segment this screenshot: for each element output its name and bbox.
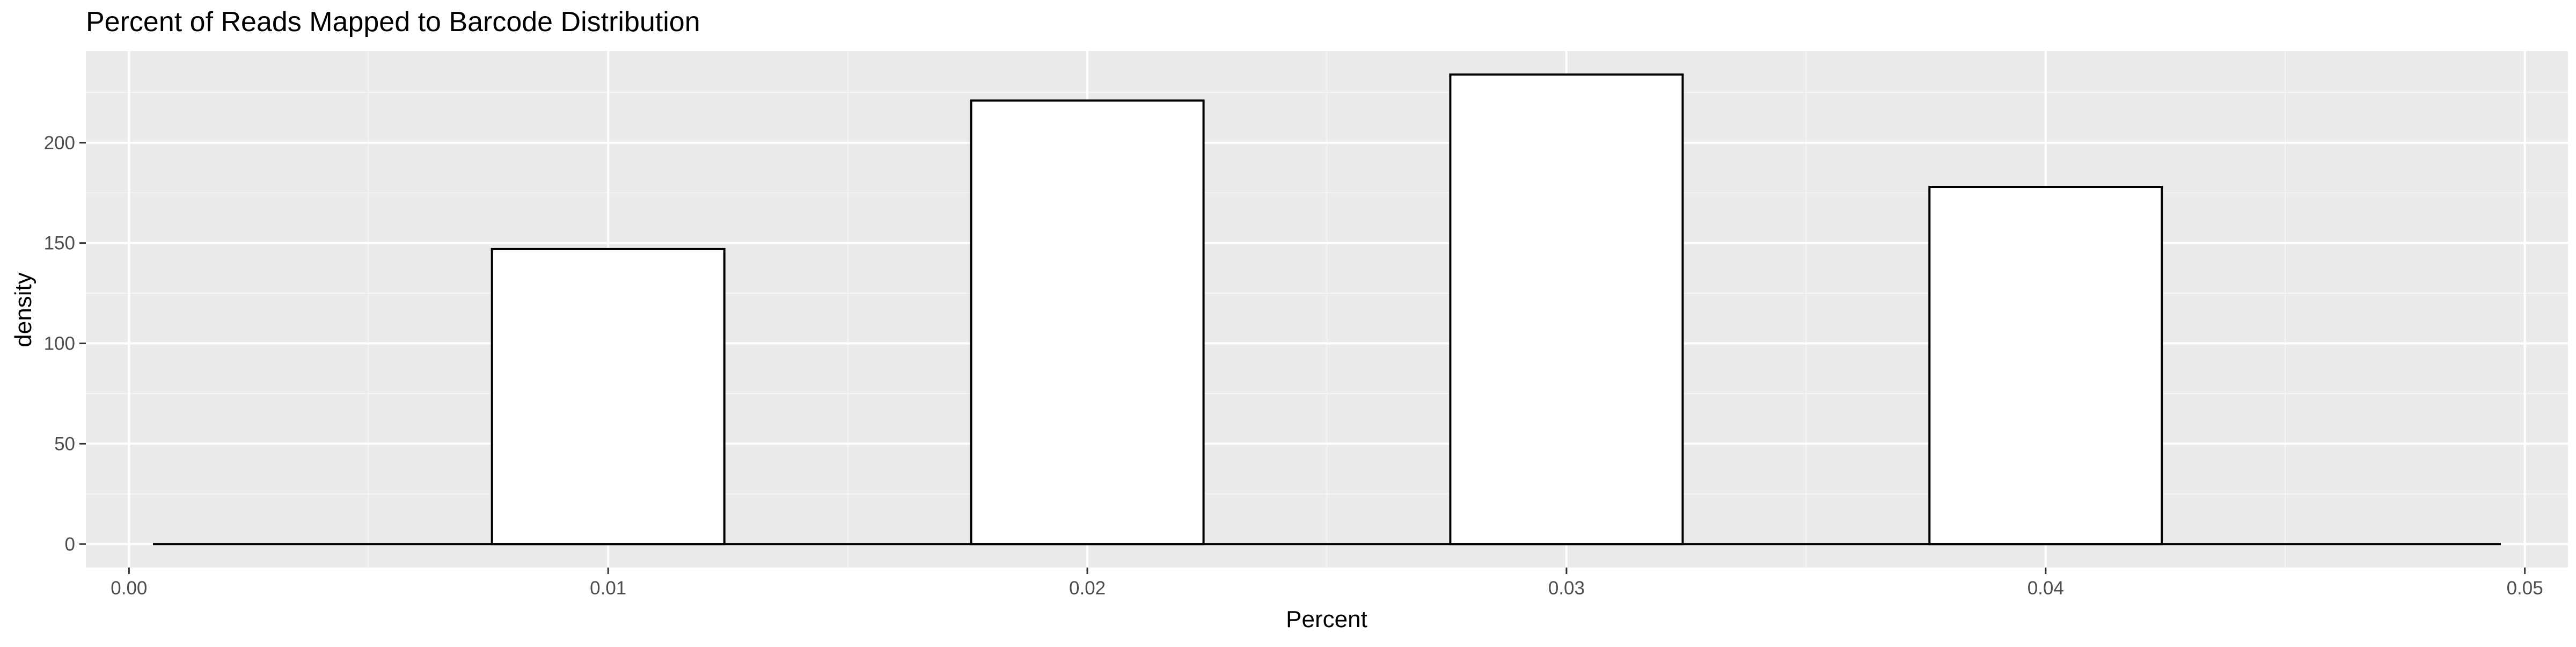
x-axis-title: Percent [1286,606,1367,633]
x-tick-label: 0.00 [111,578,147,599]
histogram-bar [1928,186,2163,546]
x-tick-label: 0.01 [590,578,626,599]
histogram-bar [1449,73,1684,546]
histogram-bar [491,248,726,546]
histogram-bar [970,99,1205,546]
y-tick-label: 50 [54,433,75,454]
x-tick-label: 0.02 [1069,578,1106,599]
x-tick-label: 0.04 [2028,578,2064,599]
x-tick-label: 0.03 [1548,578,1585,599]
x-tick-label: 0.05 [2507,578,2543,599]
y-tick-label: 150 [44,233,75,254]
y-axis-title: density [10,272,36,347]
chart-title: Percent of Reads Mapped to Barcode Distr… [86,6,700,38]
y-tick-label: 0 [65,534,75,555]
y-tick-label: 200 [44,133,75,154]
y-tick-label: 100 [44,333,75,354]
